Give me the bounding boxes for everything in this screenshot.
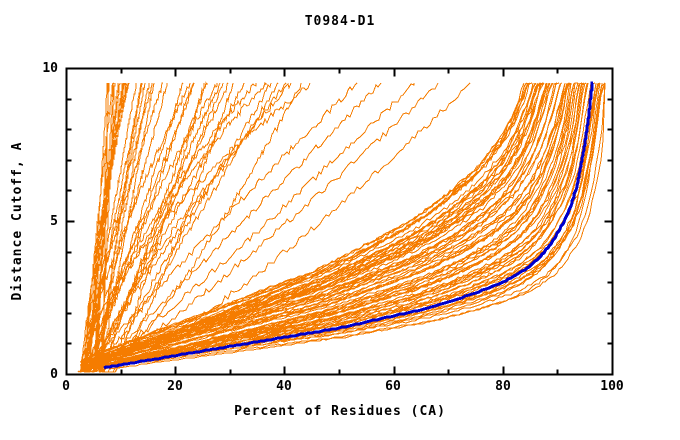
x-tick-label-100: 100 — [600, 379, 624, 394]
x-tick-label-60: 60 — [385, 379, 401, 394]
reference-curve — [103, 81, 594, 370]
x-tick-label-0: 0 — [62, 379, 70, 394]
x-tick-label-20: 20 — [167, 379, 183, 394]
y-tick-label-0: 0 — [50, 367, 58, 382]
prediction-curves — [77, 81, 606, 374]
x-tick-label-80: 80 — [495, 379, 511, 394]
x-tick-label-40: 40 — [276, 379, 292, 394]
page-title: T0984-D1 — [304, 14, 376, 29]
y-tick-label-5: 5 — [50, 214, 58, 229]
axis-frame — [65, 67, 614, 376]
x-axis-label: Percent of Residues (CA) — [234, 404, 446, 419]
y-tick-label-10: 10 — [42, 61, 58, 76]
